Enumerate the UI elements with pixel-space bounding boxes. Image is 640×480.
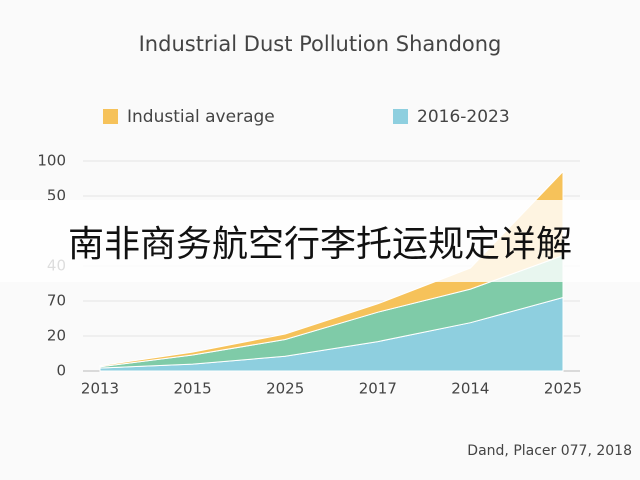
y-tick-label: 20 (47, 326, 66, 344)
x-tick-label: 2013 (81, 380, 119, 398)
chart-title: Industrial Dust Pollution Shandong (139, 32, 502, 56)
overlay-text: 南非商务航空行李托运规定详解 (68, 224, 572, 265)
legend-swatch (103, 109, 118, 124)
x-tick-label: 2017 (359, 380, 397, 398)
y-tick-label: 100 (37, 152, 66, 170)
overlay-band (0, 200, 640, 282)
legend-label: Industial average (127, 107, 275, 127)
x-tick-label: 2015 (174, 380, 212, 398)
x-tick-label: 2014 (451, 380, 489, 398)
legend-label: 2016-2023 (417, 107, 510, 127)
y-tick-label: 70 (47, 292, 66, 310)
y-tick-label: 0 (56, 362, 66, 380)
source: Dand, Placer 077, 2018 (467, 443, 632, 459)
x-tick-label: 2025 (544, 380, 582, 398)
legend-swatch (393, 109, 408, 124)
x-tick-label: 2025 (266, 380, 304, 398)
